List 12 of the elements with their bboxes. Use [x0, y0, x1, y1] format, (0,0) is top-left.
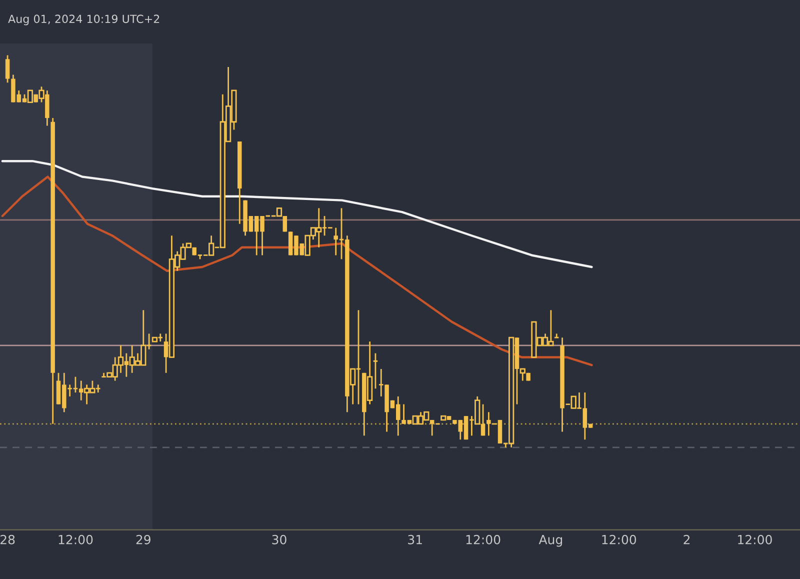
x-tick-label: 12:00 [738, 534, 772, 544]
x-tick-label: 12:00 [58, 534, 93, 544]
x-tick-label: 28 [0, 534, 15, 544]
x-tick-label: 12:00 [466, 534, 500, 544]
candlestick [5, 54, 10, 84]
text: Aug 01, 2024 10:19 UTC+2 [8, 14, 160, 26]
x-tick-label: 2 [684, 534, 690, 544]
x-tick-label: 31 [408, 534, 422, 544]
x-tick-label: 30 [272, 534, 286, 544]
x-tick-label: 12:00 [602, 534, 636, 544]
x-tick-label: 29 [136, 534, 150, 544]
x-tick-label: Aug [538, 535, 562, 547]
